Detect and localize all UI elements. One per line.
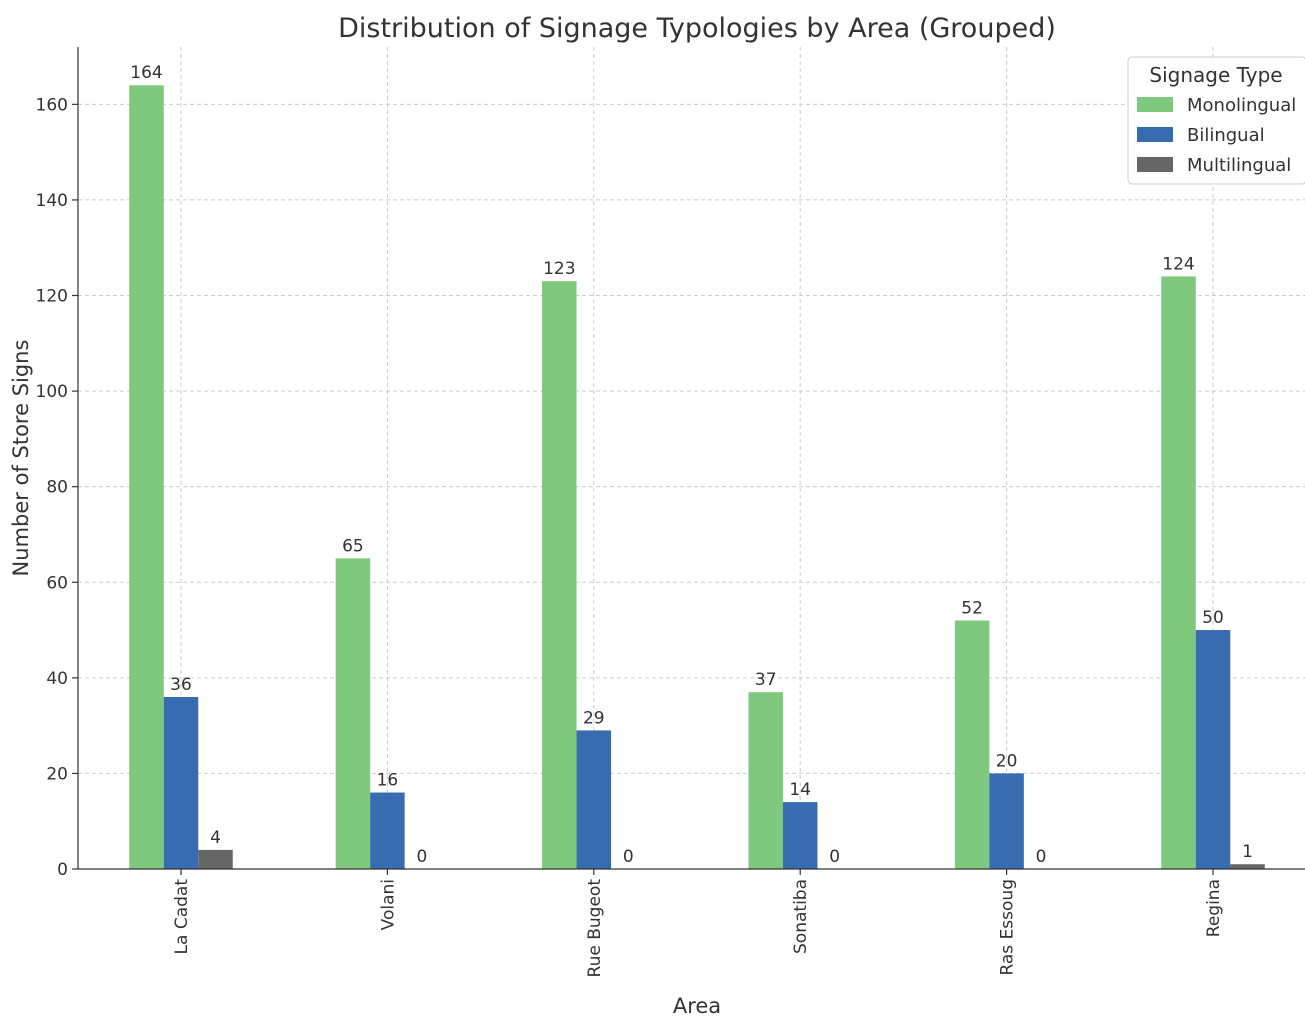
x-ticks: La Cadat Volani Rue Bugeot Sonatiba Ras Esso… bbox=[172, 869, 1224, 977]
bar-bilingual bbox=[163, 696, 199, 869]
bar-monolingual bbox=[335, 558, 371, 869]
data-label: 20 bbox=[996, 751, 1018, 771]
grid bbox=[78, 47, 1305, 869]
data-label: 14 bbox=[789, 780, 811, 800]
data-label: 1 bbox=[1242, 842, 1253, 862]
y-tick-label: 0 bbox=[57, 860, 68, 880]
data-label: 37 bbox=[755, 670, 777, 690]
legend-title: Signage Type bbox=[1149, 63, 1282, 87]
axes bbox=[77, 47, 1305, 870]
legend-label-monolingual: Monolingual bbox=[1187, 95, 1296, 116]
legend-box bbox=[1127, 56, 1305, 185]
data-label: 16 bbox=[377, 771, 399, 791]
bar-bilingual bbox=[1195, 630, 1231, 869]
bars bbox=[129, 85, 1265, 870]
legend-swatch-bilingual bbox=[1137, 127, 1173, 142]
data-label: 0 bbox=[416, 847, 427, 867]
bar-monolingual bbox=[1161, 276, 1196, 869]
data-label: 52 bbox=[961, 598, 983, 618]
bar-monolingual bbox=[748, 692, 783, 869]
legend-swatch-multilingual bbox=[1137, 157, 1173, 172]
y-ticks: 0 20 40 60 80 100 120 140 160 bbox=[36, 95, 78, 880]
y-tick-label: 160 bbox=[36, 95, 68, 115]
legend-label-multilingual: Multilingual bbox=[1187, 155, 1291, 176]
legend: Signage Type Monolingual Bilingual Multili… bbox=[1127, 56, 1305, 185]
bar-multilingual bbox=[1230, 864, 1265, 869]
legend-label-bilingual: Bilingual bbox=[1187, 125, 1265, 146]
chart-title: Distribution of Signage Typologies by Ar… bbox=[338, 13, 1056, 44]
data-label: 124 bbox=[1162, 254, 1194, 274]
y-tick-label: 80 bbox=[46, 478, 68, 498]
x-tick-label: Volani bbox=[378, 879, 398, 930]
y-tick-label: 100 bbox=[36, 382, 68, 402]
data-label: 123 bbox=[543, 259, 575, 279]
bar-multilingual bbox=[198, 849, 233, 869]
bar-bilingual bbox=[370, 792, 405, 869]
bar-monolingual bbox=[542, 281, 577, 869]
data-label: 4 bbox=[210, 828, 221, 848]
data-label: 50 bbox=[1202, 608, 1224, 628]
x-tick-label: Ras Essoug bbox=[998, 879, 1018, 976]
data-label: 0 bbox=[623, 847, 634, 867]
y-tick-label: 40 bbox=[46, 669, 68, 689]
data-label: 29 bbox=[583, 708, 605, 728]
y-tick-label: 60 bbox=[46, 573, 68, 593]
data-label: 65 bbox=[342, 536, 364, 556]
y-axis-label: Number of Store Signs bbox=[9, 340, 33, 577]
data-labels: 164 65 123 37 52 124 36 16 29 14 20 50 4 0 0 0 0 1 bbox=[130, 63, 1253, 867]
y-tick-label: 120 bbox=[36, 287, 68, 307]
bar-bilingual bbox=[989, 773, 1024, 869]
x-axis-label: Area bbox=[673, 994, 721, 1017]
legend-swatch-monolingual bbox=[1137, 97, 1173, 112]
y-tick-label: 20 bbox=[46, 764, 68, 784]
data-label: 36 bbox=[170, 675, 192, 695]
x-tick-label: Rue Bugeot bbox=[585, 879, 605, 978]
data-label: 0 bbox=[829, 847, 840, 867]
x-tick-label: Regina bbox=[1204, 879, 1224, 937]
bar-bilingual bbox=[576, 730, 612, 869]
x-tick-label: Sonatiba bbox=[791, 879, 811, 954]
x-tick-label: La Cadat bbox=[172, 879, 192, 955]
data-label: 164 bbox=[130, 63, 162, 83]
bar-monolingual bbox=[129, 85, 164, 870]
y-tick-label: 140 bbox=[36, 191, 68, 211]
bar-bilingual bbox=[782, 802, 818, 869]
bar-monolingual bbox=[954, 620, 990, 869]
data-label: 0 bbox=[1036, 847, 1047, 867]
